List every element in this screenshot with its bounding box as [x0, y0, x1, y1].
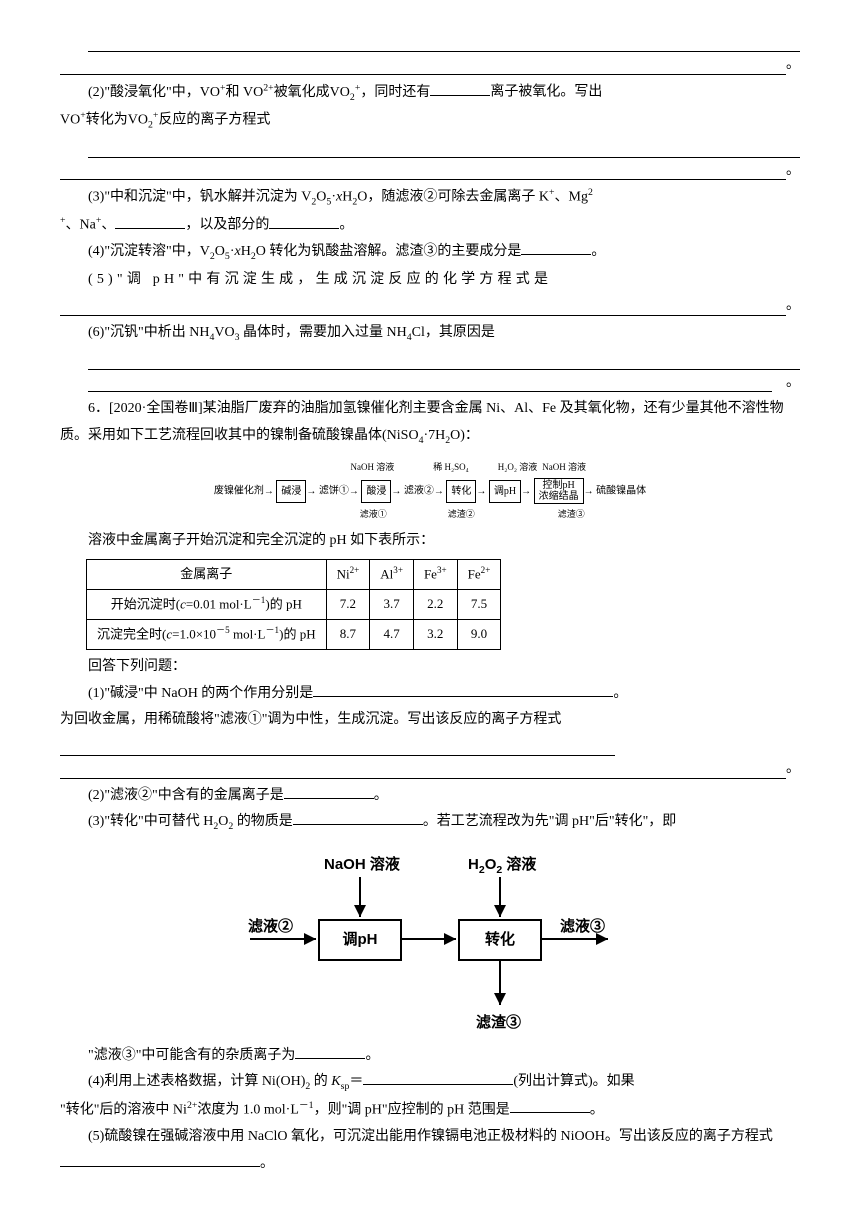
flow2-left: 滤液② [248, 913, 293, 942]
flow1-top-3: NaOH 溶液 [542, 459, 586, 476]
q6-prompt: (6)"沉钒"中析出 NH4VO3 晶体时，需要加入过量 NH4Cl，其原因是 [60, 320, 800, 347]
td: 4.7 [370, 620, 414, 650]
blank-answer-line [88, 347, 800, 369]
flow1-node-7: 控制pH浓缩结晶 [534, 478, 584, 504]
blank [115, 215, 185, 229]
blank [284, 785, 374, 799]
blank [295, 1045, 365, 1059]
q6-5-b: 。 [260, 1156, 274, 1171]
flow2-right: 滤液③ [560, 913, 605, 942]
flow1-bot-2: 滤渣③ [558, 506, 585, 523]
td: 2.2 [413, 590, 457, 620]
q6-intro: 6．[2020·全国卷Ⅲ]某油脂厂废弃的油脂加氢镍催化剂主要含金属 Ni、Al、… [60, 396, 800, 450]
td: 7.5 [457, 590, 501, 620]
blank [363, 1071, 513, 1085]
blank-answer-line-tail: 。 [60, 52, 800, 79]
q6-2: (2)"滤液②"中含有的金属离子是 。 [60, 783, 800, 810]
blank [269, 215, 339, 229]
table-header-row: 金属离子 Ni2+ Al3+ Fe3+ Fe2+ [87, 559, 501, 589]
th: Al3+ [370, 559, 414, 589]
q6-1-c: 为回收金属，用稀硫酸将"滤液①"调为中性，生成沉淀。写出该反应的离子方程式 [60, 707, 800, 734]
blank-answer-line-tail: 。 [60, 293, 800, 320]
td-label: 沉淀完全时(c=1.0×10－5 mol·L－1)的 pH [87, 620, 327, 650]
blank-answer-line [88, 30, 800, 52]
q2-part-b: 离子被氧化。写出 [490, 85, 602, 100]
q2-line2: VO+转化为VO2+反应的离子方程式 [60, 107, 800, 135]
flow1-top-1: 稀 H₂SO₄ [433, 459, 469, 476]
td: 3.2 [413, 620, 457, 650]
table-row: 沉淀完全时(c=1.0×10－5 mol·L－1)的 pH 8.7 4.7 3.… [87, 620, 501, 650]
flow1-node-4: 滤液② [404, 486, 434, 497]
blank-answer-line-tail: 。 [60, 158, 800, 185]
table-intro: 溶液中金属离子开始沉淀和完全沉淀的 pH 如下表所示： [60, 528, 800, 555]
q6-3c-a: "滤液③"中可能含有的杂质离子为 [88, 1048, 295, 1063]
flow1-node-6: 调pH [489, 480, 521, 503]
q3-b: ，以及部分的 [185, 218, 269, 233]
q5-text: (5)"调 pH"中有沉淀生成，生成沉淀反应的化学方程式是 [60, 267, 800, 294]
flow-diagram-2: NaOH 溶液 H2O2 溶液 滤液② 调pH 转化 滤液③ 滤渣③ [220, 847, 640, 1037]
table-row: 开始沉淀时(c=0.01 mol·L－1)的 pH 7.2 3.7 2.2 7.… [87, 590, 501, 620]
flow1-node-8: 硫酸镍晶体 [596, 486, 646, 497]
blank [313, 683, 613, 697]
q4-text: (4)"沉淀转溶"中，V2O5·xH2O 转化为钒酸盐溶解。滤渣③的主要成分是。 [60, 239, 800, 266]
blank [430, 82, 490, 96]
td: 7.2 [326, 590, 370, 620]
flow1-node-5: 转化 [446, 480, 476, 503]
flow2-box-1: 转化 [458, 919, 542, 961]
q3-text-cont: +、Na+、，以及部分的。 [60, 212, 800, 239]
q5-a: (5)"调 pH"中有沉淀生成，生成沉淀反应的化学方程式是 [88, 272, 552, 287]
flow1-bot-1: 滤渣② [448, 506, 475, 523]
q6-1-b: 。 [613, 686, 627, 701]
blank [521, 241, 591, 255]
blank-answer-line-tail: 。 [60, 370, 800, 397]
flow-diagram-1: NaOH 溶液 稀 H₂SO₄ H₂O₂ 溶液 NaOH 溶液 废镍催化剂→ 碱… [60, 458, 800, 524]
q3-text: (3)"中和沉淀"中，钒水解并沉淀为 V2O5·xH2O，随滤液②可除去金属离子… [60, 184, 800, 212]
flow1-node-0: 废镍催化剂 [214, 486, 264, 497]
q6-3: (3)"转化"中可替代 H2O2 的物质是。若工艺流程改为先"调 pH"后"转化… [60, 809, 800, 836]
td-label: 开始沉淀时(c=0.01 mol·L－1)的 pH [87, 590, 327, 620]
th: Ni2+ [326, 559, 370, 589]
q2-text: (2)"酸浸氧化"中，VO+和 VO2+被氧化成VO2+，同时还有 离子被氧化。写… [60, 79, 800, 107]
q3-c: 。 [339, 218, 353, 233]
q6-3c-b: 。 [365, 1048, 379, 1063]
td: 3.7 [370, 590, 414, 620]
answer-prompt: 回答下列问题： [60, 654, 800, 681]
flow2-bottom: 滤渣③ [476, 1009, 521, 1038]
blank-answer-line-tail: 。 [60, 756, 800, 783]
blank-answer-line [88, 135, 800, 157]
q6-4-b: (列出计算式)。如果 [513, 1074, 634, 1089]
flow2-top-0: NaOH 溶液 [324, 851, 400, 880]
th: 金属离子 [87, 559, 327, 589]
q6-4-cont: "转化"后的溶液中 Ni2+浓度为 1.0 mol·L－1，则"调 pH"应控制… [60, 1097, 800, 1124]
q2-part-a: (2)"酸浸氧化"中，VO+和 VO2+被氧化成VO2+，同时还有 [88, 85, 430, 100]
blank [510, 1099, 590, 1113]
q4-b: 。 [591, 244, 605, 259]
q6-5: (5)硫酸镍在强碱溶液中用 NaClO 氧化，可沉淀出能用作镍镉电池正极材料的 … [60, 1124, 800, 1177]
flow1-node-1: 碱浸 [276, 480, 306, 503]
q6-2-a: (2)"滤液②"中含有的金属离子是 [88, 788, 284, 803]
ph-table: 金属离子 Ni2+ Al3+ Fe3+ Fe2+ 开始沉淀时(c=0.01 mo… [86, 559, 501, 650]
td: 9.0 [457, 620, 501, 650]
flow1-top-0: NaOH 溶液 [350, 459, 394, 476]
flow1-top-2: H₂O₂ 溶液 [498, 459, 538, 476]
flow2-top-1: H2O2 溶液 [468, 851, 536, 881]
blank [60, 1153, 260, 1167]
flow1-bot-0: 滤液① [360, 506, 387, 523]
th: Fe2+ [457, 559, 501, 589]
flow1-node-3: 酸浸 [361, 480, 391, 503]
q6-4: (4)利用上述表格数据，计算 Ni(OH)2 的 Ksp＝(列出计算式)。如果 [60, 1069, 800, 1096]
flow2-arrows [220, 847, 640, 1037]
q6-1-a: (1)"碱浸"中 NaOH 的两个作用分别是 [88, 686, 313, 701]
td: 8.7 [326, 620, 370, 650]
q6-1: (1)"碱浸"中 NaOH 的两个作用分别是 。 [60, 681, 800, 708]
q6-4-d: 。 [590, 1102, 604, 1117]
blank-answer-line [60, 734, 615, 756]
th: Fe3+ [413, 559, 457, 589]
flow2-box-0: 调pH [318, 919, 402, 961]
q6-2-b: 。 [374, 788, 388, 803]
blank [293, 811, 423, 825]
q6-3c: "滤液③"中可能含有的杂质离子为 。 [60, 1043, 800, 1070]
flow1-node-2: 滤饼① [319, 486, 349, 497]
